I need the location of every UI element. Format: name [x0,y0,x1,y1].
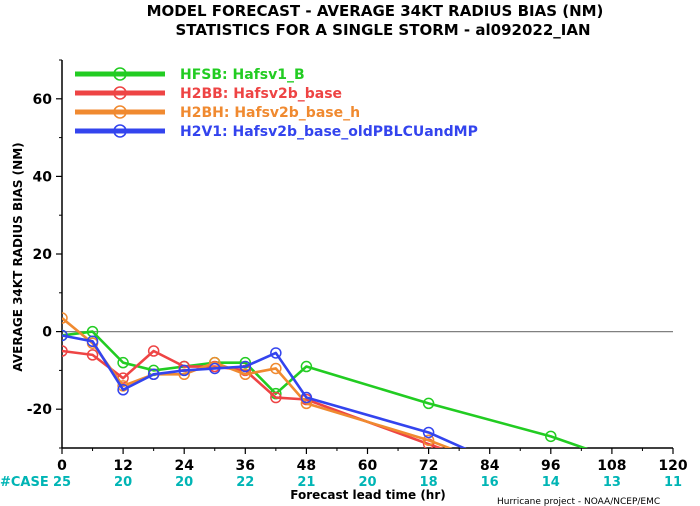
legend-swatch-marker [113,124,127,138]
data-point [239,360,252,373]
x-tick-label: 60 [358,458,378,474]
x-tick-label: 96 [541,458,560,474]
y-tick-label: -20 [27,402,53,418]
y-axis-label: AVERAGE 34KT RADIUS BIAS (NM) [11,142,25,371]
case-count: 22 [236,475,254,490]
data-point [86,335,99,348]
case-count: 20 [358,475,376,490]
y-tick-label: 0 [42,325,52,341]
data-point [422,434,435,446]
x-tick-label: 108 [597,458,626,474]
data-point [86,349,99,361]
series-group [62,312,589,448]
case-count: 21 [297,475,315,490]
series-line-0 [62,330,589,448]
data-point [62,345,68,357]
data-point [422,397,435,410]
legend-label: H2BB: Hafsv2b_base [180,86,342,102]
legend-label: H2V1: Hafsv2b_base_oldPBLCUandMP [180,124,478,140]
y-tick-label: 20 [33,247,53,263]
legend-swatch-marker [113,67,127,81]
x-tick-label: 24 [174,458,194,474]
data-point [62,329,68,342]
x-tick-label: 72 [419,458,438,474]
x-tick-label: 120 [658,458,687,474]
plot-area: -200204060025122024203622482160207218841… [27,59,688,490]
case-count: 25 [53,475,71,490]
credit-text: Hurricane project - NOAA/NCEP/EMC [497,497,660,506]
data-point [62,312,68,324]
data-point [300,360,313,373]
x-axis-label: Forecast lead time (hr) [290,488,446,502]
data-point [178,364,190,377]
y-tick-label: 60 [33,92,53,108]
case-count: 20 [175,475,193,490]
data-point [422,426,435,439]
legend-swatch-marker [113,86,127,100]
case-count: 14 [542,475,560,490]
data-point [545,430,557,443]
x-tick-label: 36 [236,458,255,474]
series-line-3 [62,334,467,448]
x-tick-label: 0 [57,458,67,474]
data-point [239,368,252,381]
case-count: 16 [481,475,499,490]
y-tick-label: 40 [33,169,53,185]
chart-subtitle: STATISTICS FOR A SINGLE STORM - al092022… [176,21,591,39]
data-point [209,362,221,375]
data-point [117,384,129,396]
data-point [270,362,282,375]
legend-label: H2BH: Hafsv2b_base_h [180,105,360,121]
data-point [147,368,160,381]
data-point [270,391,282,404]
case-count: 11 [664,475,682,490]
data-point [147,345,160,357]
chart-title: MODEL FORECAST - AVERAGE 34KT RADIUS BIA… [147,2,604,20]
data-point [270,347,282,359]
case-count: 18 [420,475,438,490]
case-label: #CASE [0,475,49,490]
legend-label: HFSB: Hafsv1_B [180,67,305,83]
x-tick-label: 12 [113,458,132,474]
data-point [117,356,129,369]
case-count: 20 [114,475,132,490]
x-tick-label: 48 [297,458,316,474]
case-count: 13 [603,475,621,490]
x-tick-label: 84 [480,458,500,474]
data-point [300,391,313,404]
legend-swatch-marker [113,105,127,119]
